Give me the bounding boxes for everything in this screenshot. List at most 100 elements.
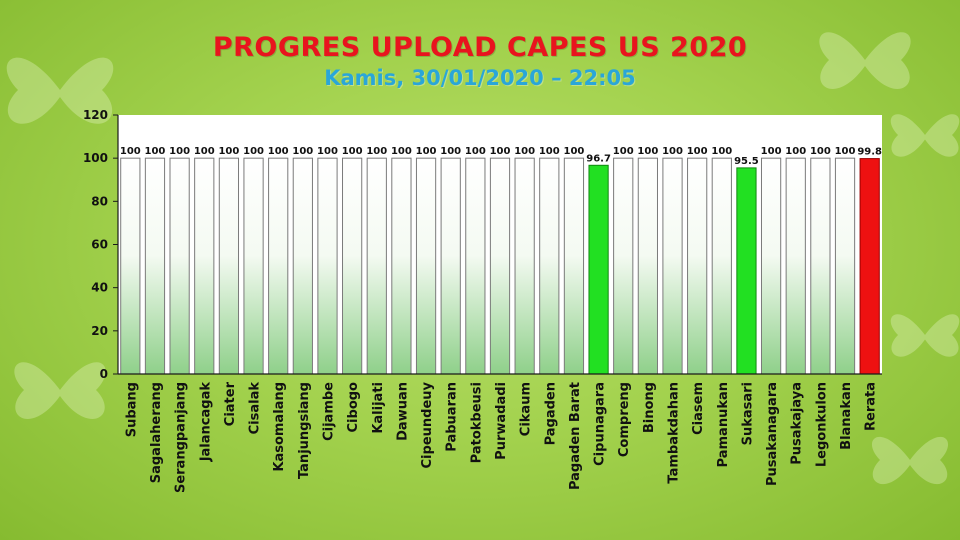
bar xyxy=(268,157,289,375)
bar xyxy=(834,157,856,375)
data-label: 100 xyxy=(169,146,190,157)
x-tick-label: Ciater xyxy=(223,381,238,426)
y-tick-label: 60 xyxy=(91,238,108,252)
data-label: 100 xyxy=(218,146,239,157)
data-label: 100 xyxy=(268,146,289,157)
x-tick-label: Pusakanagara xyxy=(765,382,780,486)
y-tick-label: 40 xyxy=(91,281,108,295)
x-tick-label: Serangpanjang xyxy=(174,382,189,493)
x-tick-label: Patokbeusi xyxy=(469,382,484,463)
x-tick-label: Sagalaherang xyxy=(149,382,164,483)
x-tick-label: Sukasari xyxy=(740,382,755,445)
data-label: 100 xyxy=(416,146,437,157)
data-label: 100 xyxy=(243,146,264,157)
data-label: 100 xyxy=(292,146,313,157)
x-tick-label: Purwadadi xyxy=(494,382,509,460)
x-tick-label: Blanakan xyxy=(839,382,854,450)
bar xyxy=(489,157,511,375)
data-label: 100 xyxy=(613,146,634,157)
data-label: 100 xyxy=(465,146,486,157)
x-tick-label: Compreng xyxy=(617,382,632,457)
x-tick-label: Subang xyxy=(124,382,139,437)
data-label: 100 xyxy=(785,146,806,157)
x-tick-label: Cipeundeuy xyxy=(420,381,435,468)
y-tick-label: 0 xyxy=(100,367,108,381)
bar xyxy=(785,157,806,375)
x-tick-label: Jalancagak xyxy=(198,382,213,463)
x-tick-label: Pagaden Barat xyxy=(568,382,583,490)
data-label: 100 xyxy=(317,146,338,157)
x-tick-label: Pabuaran xyxy=(445,382,460,452)
bar xyxy=(292,157,313,375)
x-tick-label: Pamanukan xyxy=(716,382,731,467)
data-label: 99.8 xyxy=(857,147,882,158)
bar xyxy=(859,158,880,375)
data-label: 100 xyxy=(194,146,215,157)
x-tick-label: Cikaum xyxy=(519,382,534,436)
x-tick-label: Kasomalang xyxy=(272,382,287,472)
data-label: 100 xyxy=(563,146,584,157)
data-label: 100 xyxy=(810,146,831,157)
y-tick-label: 100 xyxy=(83,151,108,165)
data-label: 100 xyxy=(514,146,535,157)
bar xyxy=(588,164,609,375)
bar xyxy=(465,157,486,375)
data-label: 100 xyxy=(761,146,782,157)
bar xyxy=(243,157,264,375)
data-label: 100 xyxy=(637,146,658,157)
x-tick-label: Cijambe xyxy=(321,382,336,441)
bar xyxy=(415,157,437,375)
x-tick-label: Dawuan xyxy=(395,382,410,441)
chart-subtitle: Kamis, 30/01/2020 – 22:05 xyxy=(324,66,636,90)
bar xyxy=(366,157,387,375)
bar xyxy=(810,157,831,375)
bar xyxy=(613,157,634,375)
data-label: 100 xyxy=(490,146,511,157)
x-tick-label: Tanjungsiang xyxy=(297,382,312,479)
bar xyxy=(218,157,240,375)
bar xyxy=(144,157,166,375)
x-tick-label: Cipunagara xyxy=(593,382,608,466)
data-label: 100 xyxy=(145,146,166,157)
bar xyxy=(662,157,683,375)
data-label: 100 xyxy=(662,146,683,157)
bar xyxy=(563,157,585,375)
data-label: 100 xyxy=(440,146,461,157)
bar xyxy=(711,157,732,375)
y-tick-label: 120 xyxy=(83,108,108,122)
data-label: 100 xyxy=(342,146,363,157)
bar xyxy=(120,157,141,375)
data-label: 100 xyxy=(711,146,732,157)
x-tick-label: Kalijati xyxy=(371,382,386,434)
data-label: 100 xyxy=(366,146,387,157)
x-tick-label: Pusakajaya xyxy=(790,382,805,465)
bar xyxy=(760,157,782,375)
x-tick-label: Cisalak xyxy=(248,382,263,435)
bar xyxy=(440,157,461,375)
bar xyxy=(194,157,215,375)
data-label: 100 xyxy=(539,146,560,157)
data-label: 100 xyxy=(120,146,141,157)
bar xyxy=(514,157,535,375)
data-label: 95.5 xyxy=(734,156,759,167)
y-tick-label: 80 xyxy=(91,194,108,208)
x-tick-label: Legonkulon xyxy=(814,382,829,467)
bar xyxy=(317,157,338,375)
bar xyxy=(539,157,560,375)
x-tick-label: Ciasem xyxy=(691,382,706,435)
chart-title: PROGRES UPLOAD CAPES US 2020 xyxy=(212,32,748,63)
x-tick-label: Cibogo xyxy=(346,382,361,433)
data-label: 96.7 xyxy=(586,153,611,164)
x-tick-label: Tambakdahan xyxy=(667,382,682,484)
bar xyxy=(736,167,757,375)
x-tick-label: Binong xyxy=(642,382,657,433)
bar xyxy=(169,157,190,375)
x-tick-label: Pagaden xyxy=(543,382,558,445)
bar xyxy=(637,157,658,375)
x-tick-label: Rerata xyxy=(864,382,879,431)
data-label: 100 xyxy=(687,146,708,157)
data-label: 100 xyxy=(391,146,412,157)
data-label: 100 xyxy=(835,146,856,157)
bar xyxy=(391,157,412,375)
